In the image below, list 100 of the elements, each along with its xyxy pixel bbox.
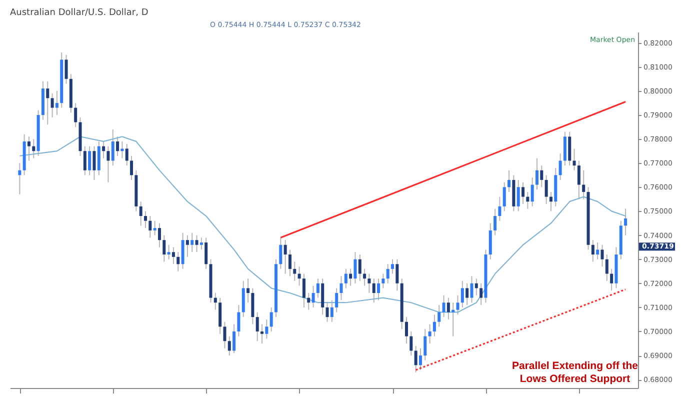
candlestick bbox=[418, 348, 422, 370]
candlestick bbox=[284, 240, 287, 274]
candlestick bbox=[116, 136, 120, 156]
chart-title: Australian Dollar/U.S. Dollar, D bbox=[10, 8, 148, 18]
candlestick bbox=[102, 140, 106, 159]
candlestick bbox=[522, 182, 525, 204]
candlestick bbox=[354, 252, 357, 284]
candlestick bbox=[404, 316, 408, 344]
candlestick bbox=[204, 237, 208, 270]
candlestick bbox=[466, 282, 469, 306]
candlestick bbox=[111, 128, 114, 166]
candlestick bbox=[232, 324, 236, 354]
candlestick bbox=[125, 143, 128, 166]
candlestick bbox=[577, 160, 580, 200]
candlestick bbox=[139, 201, 142, 226]
candlestick bbox=[27, 136, 30, 162]
candlestick bbox=[508, 170, 511, 192]
candlestick bbox=[396, 258, 399, 292]
candlestick bbox=[382, 273, 385, 289]
candlestick bbox=[88, 146, 92, 176]
candlestick bbox=[55, 90, 58, 116]
candlestick bbox=[549, 191, 552, 212]
candlestick bbox=[480, 282, 483, 306]
candlestick bbox=[344, 268, 348, 289]
candlestick bbox=[288, 249, 292, 277]
candlestick bbox=[106, 146, 110, 183]
candlestick bbox=[330, 300, 334, 322]
annotation: Parallel Extending off the Lows Offered Support bbox=[512, 360, 638, 385]
candlestick bbox=[246, 278, 250, 304]
candlestick bbox=[377, 278, 380, 301]
candlestick bbox=[120, 140, 124, 159]
candlestick bbox=[172, 246, 175, 265]
candlestick bbox=[498, 196, 502, 222]
candlestick bbox=[456, 294, 460, 316]
candlestick bbox=[302, 273, 306, 308]
candlestick bbox=[50, 92, 54, 118]
candlestick bbox=[293, 261, 296, 282]
candlestick bbox=[130, 155, 134, 180]
candlestick bbox=[340, 276, 343, 301]
candlestick bbox=[442, 294, 446, 318]
candlestick bbox=[391, 258, 394, 274]
candlestick bbox=[228, 336, 231, 356]
candlestick bbox=[572, 148, 576, 171]
candlestick bbox=[358, 254, 362, 282]
candlestick bbox=[438, 304, 441, 328]
candlestick bbox=[64, 54, 68, 84]
candlestick bbox=[410, 330, 413, 356]
candlestick bbox=[148, 216, 152, 238]
candlestick bbox=[432, 314, 436, 337]
candlestick bbox=[335, 288, 338, 313]
candlestick bbox=[74, 102, 78, 128]
candlestick bbox=[162, 234, 166, 262]
candlestick bbox=[446, 297, 450, 320]
candlestick bbox=[624, 208, 628, 236]
candlestick bbox=[502, 182, 506, 212]
candlestick bbox=[214, 292, 217, 310]
candlestick bbox=[372, 278, 376, 304]
candlestick bbox=[414, 345, 418, 373]
candlestick bbox=[460, 280, 464, 308]
candlestick bbox=[428, 324, 432, 344]
candlestick bbox=[176, 252, 180, 272]
candlestick bbox=[558, 152, 562, 180]
candlestick bbox=[326, 302, 329, 322]
candlestick bbox=[582, 170, 586, 200]
candlestick bbox=[544, 174, 548, 204]
candlestick bbox=[530, 177, 534, 207]
candlestick bbox=[610, 268, 614, 292]
candlestick bbox=[474, 278, 478, 296]
candlestick bbox=[494, 208, 497, 236]
candlestick bbox=[298, 266, 301, 286]
candlestick bbox=[470, 276, 474, 304]
candlestick bbox=[200, 237, 203, 250]
candlestick bbox=[256, 312, 259, 342]
candlestick bbox=[167, 244, 170, 260]
candlestick bbox=[605, 254, 608, 282]
candlestick bbox=[18, 162, 22, 195]
candlestick bbox=[312, 285, 315, 308]
candlestick bbox=[386, 264, 390, 284]
candlestick bbox=[186, 234, 189, 258]
candlestick bbox=[92, 146, 96, 180]
candlestick bbox=[195, 234, 198, 253]
candlestick bbox=[424, 328, 427, 361]
candlestick bbox=[265, 318, 268, 340]
candlestick bbox=[279, 237, 282, 270]
candlestick bbox=[83, 146, 86, 176]
candlestick bbox=[158, 222, 161, 248]
candlestick bbox=[260, 324, 264, 344]
candlestick bbox=[349, 268, 352, 286]
candlestick bbox=[591, 240, 594, 262]
candlestick bbox=[153, 220, 156, 236]
candlestick bbox=[237, 304, 240, 337]
candlestick bbox=[596, 242, 600, 260]
candlestick bbox=[516, 179, 520, 212]
candlestick bbox=[190, 232, 194, 253]
candlestick bbox=[144, 210, 147, 229]
candlestick bbox=[46, 80, 50, 126]
candlestick bbox=[368, 273, 371, 294]
candlestick bbox=[270, 306, 273, 332]
candlestick bbox=[540, 165, 544, 188]
candlestick bbox=[223, 321, 226, 349]
